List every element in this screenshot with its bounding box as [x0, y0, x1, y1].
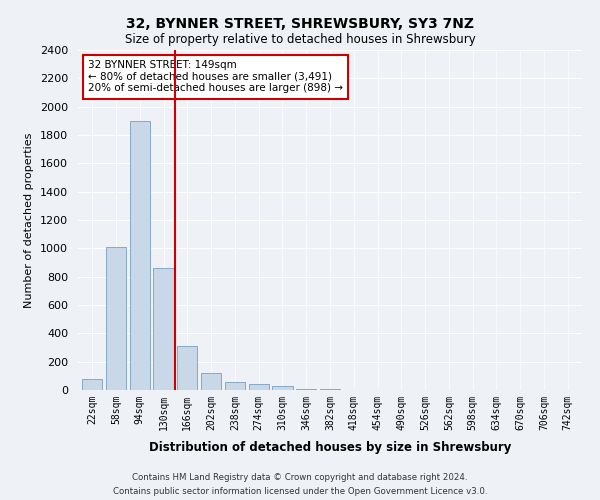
Text: Contains public sector information licensed under the Open Government Licence v3: Contains public sector information licen… [113, 488, 487, 496]
Bar [82, 378, 103, 390]
Text: 32 BYNNER STREET: 149sqm
← 80% of detached houses are smaller (3,491)
20% of sem: 32 BYNNER STREET: 149sqm ← 80% of detach… [88, 60, 343, 94]
Bar [130, 121, 150, 390]
Bar [272, 386, 293, 390]
Bar [154, 268, 173, 390]
X-axis label: Distribution of detached houses by size in Shrewsbury: Distribution of detached houses by size … [149, 441, 511, 454]
Bar [106, 247, 126, 390]
Y-axis label: Number of detached properties: Number of detached properties [25, 132, 34, 308]
Bar [177, 346, 197, 390]
Bar [296, 388, 316, 390]
Bar [248, 384, 269, 390]
Text: Contains HM Land Registry data © Crown copyright and database right 2024.: Contains HM Land Registry data © Crown c… [132, 472, 468, 482]
Bar [320, 388, 340, 390]
Text: Size of property relative to detached houses in Shrewsbury: Size of property relative to detached ho… [125, 32, 475, 46]
Text: 32, BYNNER STREET, SHREWSBURY, SY3 7NZ: 32, BYNNER STREET, SHREWSBURY, SY3 7NZ [126, 18, 474, 32]
Bar [225, 382, 245, 390]
Bar [201, 373, 221, 390]
